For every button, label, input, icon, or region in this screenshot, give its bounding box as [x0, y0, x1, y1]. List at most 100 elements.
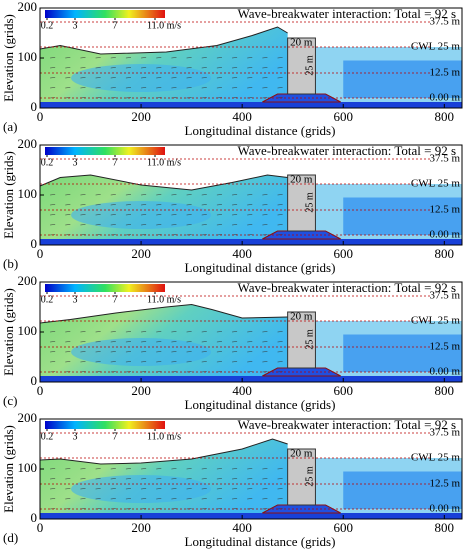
water-right-deep	[343, 471, 462, 509]
velocity-vector	[95, 77, 101, 79]
velocity-vector	[201, 331, 207, 333]
velocity-vector	[156, 77, 162, 79]
velocity-vector	[156, 87, 162, 89]
velocity-vector	[80, 57, 86, 59]
x-tick-label: 0	[37, 383, 44, 398]
x-tick-label: 800	[435, 246, 455, 261]
y-tick-label: 100	[18, 186, 38, 201]
velocity-vector	[50, 351, 56, 353]
velocity-vector	[216, 478, 222, 480]
panel-title: Wave-breakwater interaction: Total = 92 …	[238, 143, 456, 158]
velocity-vector	[262, 478, 268, 480]
x-tick-label: 400	[232, 520, 252, 535]
velocity-vector	[95, 67, 101, 69]
colorbar-tick-label: 3	[73, 20, 78, 31]
velocity-vector	[232, 214, 238, 216]
y-tick-label: 100	[18, 323, 38, 338]
velocity-vector	[141, 331, 147, 333]
x-tick-label: 200	[131, 109, 151, 124]
velocity-vector	[156, 57, 162, 59]
panel-label: (d)	[3, 530, 18, 545]
velocity-vector	[171, 57, 177, 59]
velocity-vector	[110, 87, 116, 89]
velocity-vector	[262, 351, 268, 353]
velocity-vector	[95, 361, 101, 363]
velocity-vector	[110, 341, 116, 343]
velocity-vector	[186, 498, 192, 500]
seabed	[40, 102, 462, 108]
velocity-vector	[232, 57, 238, 59]
velocity-vector	[156, 361, 162, 363]
velocity-vector	[186, 341, 192, 343]
velocity-vector	[156, 204, 162, 206]
height-label: 25 m	[305, 466, 316, 487]
velocity-vector	[110, 77, 116, 79]
velocity-vector	[141, 224, 147, 226]
colorbar-tick-label: 0.2	[41, 157, 54, 168]
velocity-vector	[216, 224, 222, 226]
velocity-vector	[216, 488, 222, 490]
free-surface	[39, 303, 288, 324]
free-surface	[39, 174, 288, 191]
velocity-vector	[277, 498, 283, 500]
velocity-vector	[262, 57, 268, 59]
panel: 37.5 m CWL 25 m 12.5 m 0.00 m 20 m 25 m 0.2 3 7 1…	[1, 410, 463, 549]
velocity-vector	[277, 77, 283, 79]
x-tick-label: 800	[435, 383, 455, 398]
level-label: 0.00 m	[429, 229, 460, 241]
height-label: 25 m	[305, 192, 316, 213]
colorbar-tick-label: 3	[73, 157, 78, 168]
level-label: 37.5 m	[429, 16, 460, 28]
velocity-vector	[186, 57, 192, 59]
velocity-vector	[141, 361, 147, 363]
level-label: 37.5 m	[429, 427, 460, 439]
colorbar-tick-label: 11.0 m/s	[147, 157, 181, 168]
velocity-vector	[232, 498, 238, 500]
velocity-vector	[50, 341, 56, 343]
velocity-vector	[247, 341, 253, 343]
height-label: 25 m	[305, 329, 316, 350]
velocity-vector	[65, 97, 71, 99]
velocity-vector	[125, 204, 131, 206]
velocity-vector	[110, 488, 116, 490]
velocity-vector	[247, 77, 253, 79]
x-tick-label: 400	[232, 246, 252, 261]
x-tick-label: 200	[131, 520, 151, 535]
velocity-vector	[201, 478, 207, 480]
velocity-vector	[125, 224, 131, 226]
free-surface	[39, 438, 288, 465]
velocity-vector	[201, 67, 207, 69]
velocity-vector	[171, 194, 177, 196]
velocity-vector	[95, 351, 101, 353]
velocity-vector	[262, 361, 268, 363]
velocity-vector	[141, 488, 147, 490]
y-tick-label: 0	[31, 373, 38, 388]
velocity-vector	[50, 214, 56, 216]
velocity-vector	[216, 204, 222, 206]
velocity-vector	[247, 331, 253, 333]
velocity-vector	[171, 488, 177, 490]
velocity-vector	[80, 351, 86, 353]
velocity-vector	[247, 194, 253, 196]
y-tick-label: 100	[18, 49, 38, 64]
panel-title: Wave-breakwater interaction: Total = 92 …	[238, 280, 456, 295]
velocity-vector	[186, 204, 192, 206]
velocity-vector	[141, 214, 147, 216]
velocity-vector	[201, 57, 207, 59]
velocity-vector	[186, 67, 192, 69]
velocity-vector	[216, 341, 222, 343]
velocity-vector	[216, 67, 222, 69]
x-tick-label: 200	[131, 383, 151, 398]
velocity-vector	[110, 478, 116, 480]
x-tick-label: 0	[37, 520, 44, 535]
velocity-vector	[65, 224, 71, 226]
colorbar-tick-label: 7	[113, 157, 118, 168]
water-right-deep	[343, 60, 462, 98]
velocity-vector	[277, 331, 283, 333]
velocity-vector	[125, 331, 131, 333]
velocity-vector	[141, 77, 147, 79]
velocity-vector	[186, 224, 192, 226]
seabed	[40, 376, 462, 382]
level-label: CWL 25 m	[411, 178, 461, 190]
x-axis-label: Longitudinal distance (grids)	[185, 260, 336, 275]
